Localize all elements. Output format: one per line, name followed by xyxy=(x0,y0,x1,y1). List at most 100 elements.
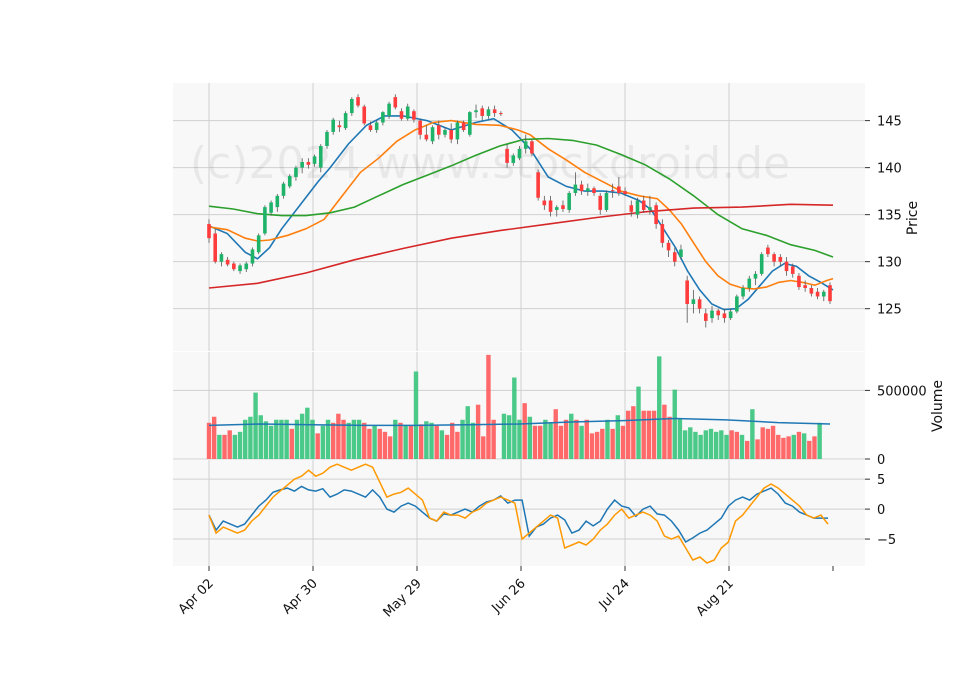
volume-bar xyxy=(372,425,377,459)
moving-average-line xyxy=(208,137,834,258)
volume-bars xyxy=(206,354,822,459)
volume-bar xyxy=(553,409,558,459)
candle-body xyxy=(381,112,385,123)
candle-body xyxy=(821,291,826,297)
volume-bar xyxy=(310,419,315,459)
candle-body xyxy=(728,311,733,319)
volume-bar xyxy=(336,413,341,459)
x-tick-label: Jul 24 xyxy=(596,576,633,613)
volume-bar xyxy=(615,415,621,459)
volume-bar xyxy=(227,430,232,459)
volume-bar xyxy=(439,430,445,459)
moving-average-lines xyxy=(208,115,834,311)
volume-bar xyxy=(667,416,672,459)
candle-body xyxy=(225,259,230,265)
volume-bar xyxy=(206,422,212,459)
x-tick-label: Aug 21 xyxy=(694,576,737,619)
volume-bar xyxy=(299,413,305,459)
candle-body xyxy=(219,254,224,262)
price-tick-label: 135 xyxy=(877,209,902,224)
volume-bar xyxy=(460,419,465,459)
volume-bar xyxy=(243,419,248,459)
volume-bar xyxy=(351,419,357,459)
candle-body xyxy=(449,130,453,140)
volume-bar xyxy=(325,419,331,459)
candle-body xyxy=(356,97,360,106)
candle-body xyxy=(443,130,447,135)
volume-bar xyxy=(517,419,522,459)
candle-body xyxy=(592,188,596,194)
candle-body xyxy=(716,310,721,316)
volume-bar xyxy=(331,422,336,459)
candle-body xyxy=(461,122,466,131)
volume-bar xyxy=(481,436,486,459)
candle-body xyxy=(610,190,615,192)
candle-body xyxy=(573,184,578,194)
candle-body xyxy=(772,254,776,262)
volume-bar xyxy=(646,410,652,459)
volume-bar xyxy=(755,439,760,459)
volume-bar xyxy=(584,419,589,459)
candle-body xyxy=(337,125,342,128)
candle-body xyxy=(654,205,658,225)
volume-bar xyxy=(745,440,750,459)
candle-body xyxy=(697,299,702,309)
candle-body xyxy=(343,113,348,129)
candle-body xyxy=(368,125,373,131)
volume-bar xyxy=(362,422,367,459)
candle-body xyxy=(480,108,485,116)
candle-body xyxy=(399,111,404,119)
volume-bar xyxy=(279,419,284,459)
candle-body xyxy=(542,200,547,206)
candle-body xyxy=(648,207,652,210)
candle-body xyxy=(685,280,689,304)
volume-bar xyxy=(739,434,745,459)
candle-body xyxy=(523,141,528,149)
volume-bar xyxy=(569,413,574,459)
volume-bar xyxy=(393,419,398,459)
volume-bar xyxy=(765,428,771,459)
volume-bar xyxy=(548,422,553,459)
watermark: (c)2024 www.stockdroid.de xyxy=(190,138,790,189)
volume-bar xyxy=(320,425,326,459)
candle-body xyxy=(691,299,696,304)
volume-bar xyxy=(729,430,734,459)
candle-body xyxy=(641,200,646,210)
candle-body xyxy=(331,119,335,132)
candle-body xyxy=(704,313,708,321)
volume-bar xyxy=(367,428,372,459)
volume-bar xyxy=(625,410,631,459)
candle-body xyxy=(586,188,590,192)
candle-body xyxy=(412,111,416,120)
volume-bar xyxy=(579,425,584,459)
candle-body xyxy=(679,249,683,257)
candle-body xyxy=(269,202,273,213)
price-tick-label: 125 xyxy=(877,303,902,318)
candle-body xyxy=(554,207,559,210)
volume-bar xyxy=(341,419,346,459)
volume-bar xyxy=(450,422,455,459)
candle-body xyxy=(567,193,571,210)
candle-body xyxy=(294,167,298,178)
volume-tick-label: 0 xyxy=(877,453,885,468)
volume-bar xyxy=(455,431,460,459)
volume-bar xyxy=(662,404,667,459)
volume-bar xyxy=(677,418,683,459)
volume-bar xyxy=(776,434,781,459)
candle-body xyxy=(784,261,789,272)
x-tick-label: Jun 26 xyxy=(489,576,529,616)
volume-bar xyxy=(807,440,812,459)
candle-body xyxy=(287,176,292,187)
candle-body xyxy=(797,275,801,288)
candle-body xyxy=(778,256,783,262)
volume-bar xyxy=(356,419,362,459)
volume-bar xyxy=(465,406,470,459)
volume-bar xyxy=(506,415,512,459)
volume-bar xyxy=(682,430,688,459)
candle-body xyxy=(598,195,603,210)
volume-bar xyxy=(248,416,253,459)
volume-bar xyxy=(434,425,439,459)
volume-bar xyxy=(315,433,320,459)
volume-bar xyxy=(543,419,548,459)
volume-bar xyxy=(527,416,533,459)
